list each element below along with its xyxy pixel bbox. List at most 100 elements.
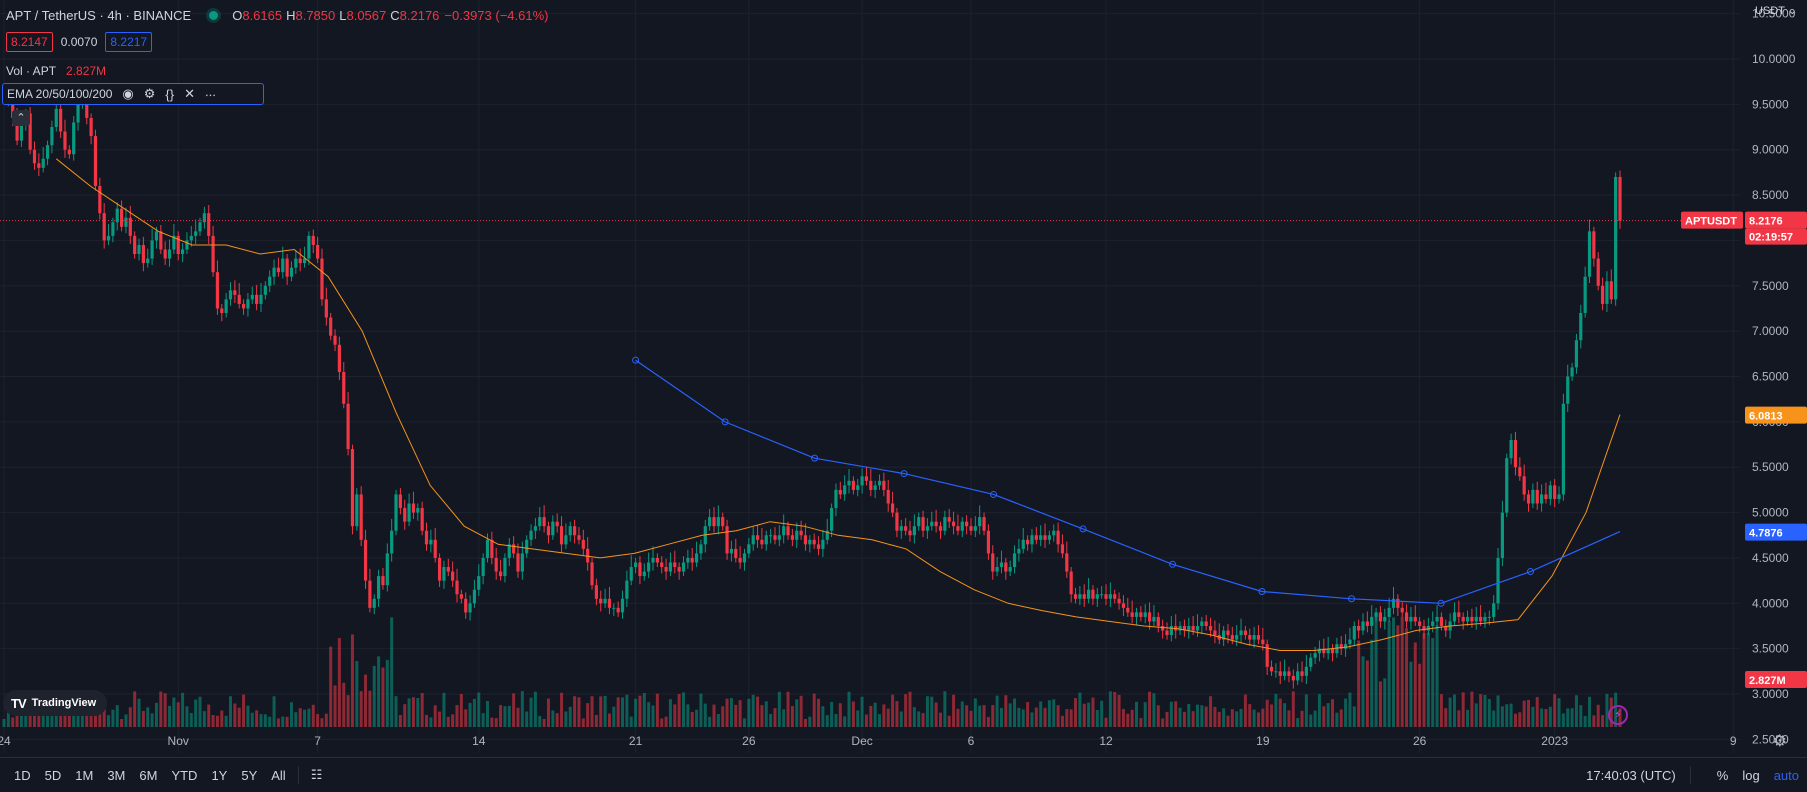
candle-body (455, 580, 459, 595)
volume-bar (1322, 706, 1326, 727)
candle-body (224, 299, 228, 313)
time-tick-label: 26 (1413, 734, 1427, 748)
range-button-1d[interactable]: 1D (14, 767, 31, 783)
volume-bar (233, 703, 237, 727)
percent-toggle[interactable]: % (1716, 767, 1729, 783)
volume-bar (1509, 703, 1513, 727)
range-button-6m[interactable]: 6M (139, 767, 158, 783)
candle-body (276, 267, 281, 273)
range-button-1y[interactable]: 1Y (211, 767, 228, 783)
volume-bar (1461, 692, 1465, 727)
close-icon[interactable]: ✕ (184, 86, 196, 101)
volume-legend[interactable]: Vol · APT 2.827M (6, 64, 106, 78)
indicator-legend[interactable]: EMA 20/50/100/200 ◉ ⚙ {} ✕ ∙∙∙ (2, 83, 264, 105)
volume-bar (298, 708, 302, 727)
lightning-icon[interactable]: ⚡ (1608, 705, 1628, 725)
tradingview-logo[interactable]: TV TradingView (3, 690, 107, 716)
symbol-title[interactable]: APT / TetherUS · 4h · BINANCE (6, 8, 192, 23)
candle-body (1513, 440, 1518, 468)
auto-toggle[interactable]: auto (1773, 767, 1799, 783)
volume-bar (1557, 698, 1561, 727)
volume-bar (316, 714, 320, 727)
candle-body (812, 539, 816, 545)
candle-body (1052, 530, 1056, 536)
range-button-5y[interactable]: 5Y (241, 767, 258, 783)
volume-bar (995, 695, 999, 727)
candle-body (1274, 671, 1278, 673)
volume-bar (1361, 656, 1365, 727)
volume-bar (943, 691, 947, 727)
candle-body (194, 231, 198, 236)
candle-body (581, 539, 585, 549)
currency-menu[interactable]: USDT ⌄ (1754, 5, 1797, 17)
volume-bar (124, 714, 128, 727)
volume-bar (1056, 705, 1060, 727)
ohlc-open: 8.6165 (242, 8, 283, 23)
volume-bar (965, 705, 969, 727)
chart-settings-icon[interactable]: ⚙ (1772, 733, 1787, 750)
sell-price-button[interactable]: 8.2147 (6, 32, 53, 52)
candle-body (1008, 567, 1012, 572)
candle-body (943, 517, 947, 531)
range-button-3m[interactable]: 3M (107, 767, 126, 783)
candle-body (934, 521, 938, 527)
candle-body (1026, 539, 1030, 545)
range-button-ytd[interactable]: YTD (171, 767, 198, 783)
chevron-up-icon[interactable]: ⌃ (12, 110, 30, 126)
candle-body (437, 557, 442, 581)
volume-bar (895, 701, 899, 727)
date-range-icon[interactable]: ☷ (310, 767, 323, 782)
volume-bar (1439, 694, 1443, 727)
candle-body (1012, 553, 1017, 568)
candle-body (507, 544, 511, 558)
candle-body (398, 494, 402, 509)
price-tick-label: 8.5000 (1752, 188, 1789, 202)
volume-bar (703, 703, 707, 727)
candle-body (150, 240, 154, 259)
gear-icon[interactable]: ⚙ (143, 86, 156, 101)
volume-bar (1287, 710, 1291, 727)
volume-bar (1309, 714, 1313, 727)
candle-body (159, 231, 163, 250)
volume-bar (1483, 694, 1487, 727)
candle-body (1213, 630, 1217, 636)
source-code-icon[interactable]: {} (165, 86, 175, 102)
candle-body (172, 235, 176, 250)
buy-price-button[interactable]: 8.2217 (105, 32, 153, 52)
ema-marker (1437, 599, 1445, 607)
candle-body (215, 272, 220, 309)
range-button-5d[interactable]: 5D (44, 767, 62, 783)
market-status-icon[interactable] (209, 11, 219, 20)
candle-body (1439, 616, 1444, 626)
volume-bar (834, 713, 838, 727)
volume-bar (268, 716, 272, 727)
range-button-1m[interactable]: 1M (75, 767, 94, 783)
candle-body (180, 249, 185, 255)
range-button-all[interactable]: All (271, 767, 286, 783)
candle-body (15, 117, 19, 141)
volume-bar (1143, 702, 1147, 727)
log-toggle[interactable]: log (1742, 767, 1760, 783)
ema-blue-tag: 4.7876 (1749, 528, 1783, 540)
candle-body (115, 208, 119, 223)
candle-body (1291, 675, 1295, 681)
clock[interactable]: 17:40:03 (UTC) (1586, 767, 1676, 783)
candle-body (1544, 494, 1548, 499)
volume-bar (1222, 708, 1226, 727)
candle-body (1039, 535, 1043, 540)
volume-bar (1601, 715, 1605, 727)
volume-bar (1370, 639, 1374, 727)
candle-body (1165, 630, 1169, 636)
ema-orange-tag: 6.0813 (1749, 411, 1783, 423)
candle-body (11, 95, 15, 118)
candle-body (359, 494, 363, 540)
candle-body (607, 598, 612, 608)
volume-bar (891, 694, 895, 727)
volume-bar (960, 701, 964, 727)
volume-bar (860, 696, 864, 727)
candle-body (255, 294, 259, 304)
eye-icon[interactable]: ◉ (122, 86, 134, 101)
more-icon[interactable]: ∙∙∙ (205, 86, 216, 102)
candle-body (93, 136, 98, 186)
